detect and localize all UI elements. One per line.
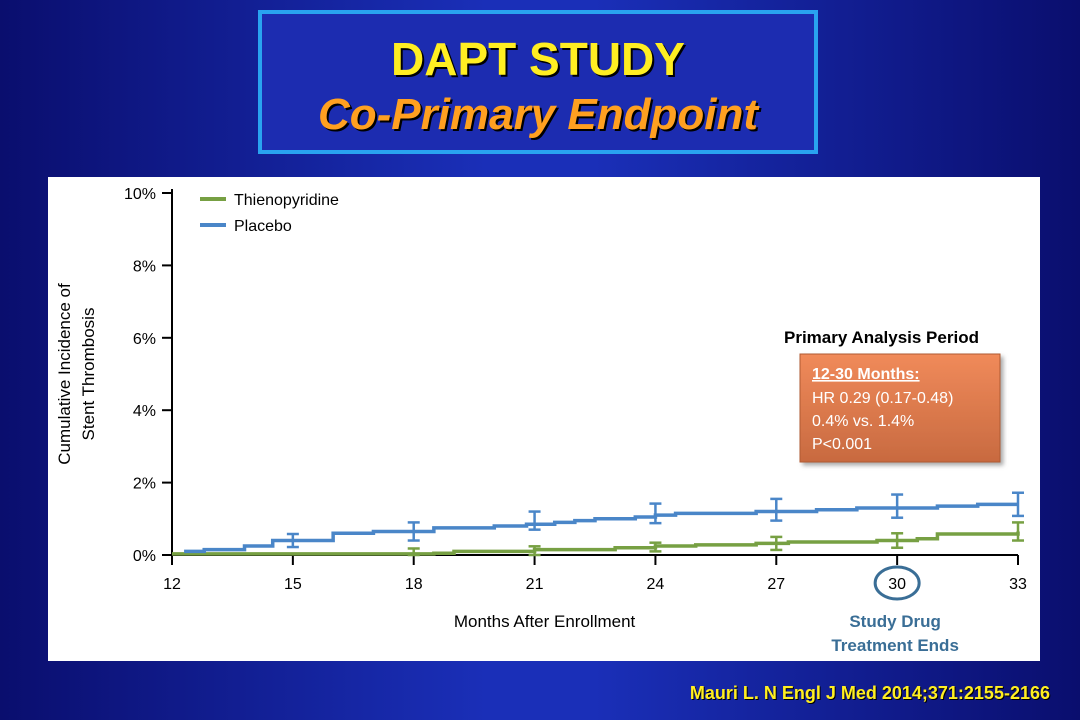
series-line-thienopyridine: [172, 531, 1020, 556]
x-tick-label: 33: [1009, 576, 1027, 593]
series-line-placebo: [184, 502, 1018, 554]
errorbar-placebo: [407, 521, 420, 542]
y-tick-label: 2%: [133, 476, 156, 493]
legend-label: Thienopyridine: [234, 192, 339, 209]
annotation-line: 0.4% vs. 1.4%: [812, 413, 914, 430]
y-tick-label: 4%: [133, 403, 156, 420]
slide-subtitle: Co-Primary Endpoint: [317, 90, 759, 139]
slide-title: DAPT STUDY: [391, 33, 685, 85]
errorbar-placebo: [770, 497, 783, 522]
errorbar-thienopyridine: [407, 547, 420, 557]
errorbar-placebo: [1012, 491, 1024, 518]
x-tick-label: 12: [163, 576, 181, 593]
x-tick-label: 27: [767, 576, 785, 593]
series-lines: [172, 502, 1020, 556]
legend: Thienopyridine Placebo: [200, 192, 339, 235]
treatment-ends-note: Study Drug: [849, 612, 941, 631]
y-tick-label: 10%: [124, 186, 156, 203]
x-tick-label: 15: [284, 576, 302, 593]
errorbar-thienopyridine: [1012, 521, 1024, 542]
errorbar-placebo: [528, 510, 541, 531]
annotation-heading: Primary Analysis Period: [784, 328, 979, 347]
x-axis-label: Months After Enrollment: [454, 612, 636, 631]
x-tick-label: 18: [405, 576, 423, 593]
treatment-ends-note: Treatment Ends: [831, 636, 959, 655]
errorbar-thienopyridine: [649, 541, 662, 553]
annotation-line: P<0.001: [812, 436, 872, 453]
x-tick-label: 24: [647, 576, 665, 593]
legend-label: Placebo: [234, 218, 292, 235]
errorbar-thienopyridine: [891, 532, 904, 550]
annotation: Primary Analysis Period 12-30 Months: HR 0…: [784, 328, 1001, 463]
errorbar-placebo: [649, 502, 662, 525]
errorbar-thienopyridine: [528, 545, 541, 557]
annotation-box: [799, 353, 1001, 463]
errorbar-placebo: [891, 493, 904, 519]
x-tick-label: 30: [888, 576, 906, 593]
y-axis-label: Stent Thrombosis: [79, 308, 98, 441]
annotation-line: HR 0.29 (0.17-0.48): [812, 390, 953, 407]
annotation-box-title: 12-30 Months:: [812, 366, 920, 383]
error-bars: [286, 491, 1024, 557]
axes: 0% 2% 4% 6% 8% 10% 12 15 18 21 24 27 30 33 Study Drug T…: [55, 186, 1027, 655]
y-tick-label: 8%: [133, 258, 156, 275]
y-tick-label: 6%: [133, 331, 156, 348]
x-tick-label: 21: [526, 576, 544, 593]
highlight-circle: [873, 565, 921, 601]
chart-panel: 0% 2% 4% 6% 8% 10% 12 15 18 21 24 27 30 33 Study Drug T…: [48, 177, 1040, 661]
citation: Mauri L. N Engl J Med 2014;371:2155-2166: [689, 683, 1050, 703]
errorbar-thienopyridine: [770, 535, 783, 552]
errorbar-placebo: [286, 532, 299, 549]
stent-thrombosis-chart: 0% 2% 4% 6% 8% 10% 12 15 18 21 24 27 30 33 Study Drug T…: [55, 186, 1027, 655]
y-tick-label: 0%: [133, 548, 156, 565]
title-box: DAPT STUDY Co-Primary Endpoint: [258, 10, 818, 154]
y-axis-label: Cumulative Incidence of: [55, 283, 74, 465]
